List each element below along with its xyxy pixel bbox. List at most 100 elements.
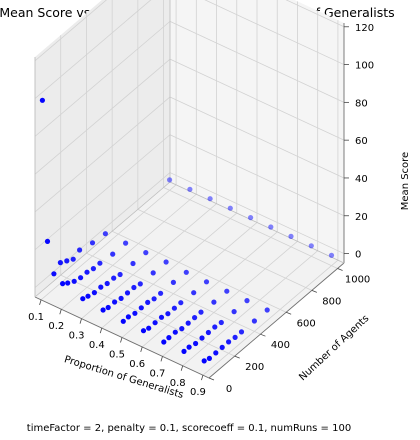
data-point [211, 299, 217, 305]
grid-line [34, 0, 152, 99]
data-point [138, 305, 144, 311]
grid-line [169, 21, 345, 103]
grid-line [182, 250, 318, 367]
z-tick-label: 120 [355, 23, 374, 34]
x-tick-label: 0.4 [89, 340, 105, 351]
data-point [161, 339, 167, 345]
grid-line [285, 0, 345, 28]
z-tick-label: 20 [355, 212, 368, 223]
data-point [244, 298, 250, 304]
data-point [231, 309, 237, 315]
data-point [65, 280, 71, 286]
y-tick-mark [234, 355, 240, 359]
data-point [100, 307, 106, 313]
grid-line [169, 96, 345, 179]
x-tick-label: 0.3 [69, 331, 85, 342]
data-point [201, 358, 207, 364]
data-point [111, 275, 117, 281]
data-point [238, 329, 245, 335]
data-point [77, 247, 83, 253]
grid-line [137, 209, 313, 291]
grid-line [40, 184, 177, 301]
data-point [166, 335, 172, 341]
z-tick-label: 60 [355, 136, 368, 147]
data-point [120, 318, 126, 324]
grid-line [61, 193, 197, 310]
y-tick-mark [208, 377, 215, 381]
data-point [226, 339, 232, 345]
x-axis-label: Proportion of Generalists [63, 354, 185, 401]
grid-line [60, 274, 235, 357]
data-point [193, 340, 199, 347]
data-point [171, 305, 177, 311]
y-tick-label: 600 [297, 318, 316, 329]
data-point [199, 335, 205, 341]
x-tick-label: 0.2 [48, 321, 64, 332]
x-tick-mark [79, 318, 82, 324]
data-point [183, 269, 189, 275]
x-tick-mark [140, 346, 143, 353]
left-wall-pane [35, 0, 170, 297]
data-point [85, 293, 91, 299]
data-point [90, 266, 96, 272]
data-point [84, 269, 90, 275]
axis-ticks: 0.10.20.30.40.50.60.70.80.9 0200400600800… [28, 23, 374, 398]
x-tick-mark [99, 327, 103, 334]
data-point [251, 318, 257, 324]
data-points [39, 97, 335, 364]
data-point [130, 260, 136, 267]
data-point [105, 304, 111, 311]
y-tick-label: 400 [271, 340, 290, 351]
data-point [172, 329, 178, 335]
grid-line [34, 0, 107, 62]
x-tick-mark [201, 375, 204, 381]
grid-line [204, 0, 345, 65]
grid-line [169, 134, 345, 217]
data-point [218, 319, 224, 326]
data-point [97, 260, 103, 266]
grid-line [121, 222, 258, 338]
data-point [178, 300, 184, 306]
data-point [104, 280, 110, 287]
grid-line [34, 58, 171, 175]
x-tick-label: 0.5 [109, 350, 125, 361]
data-point [187, 186, 193, 192]
data-point [151, 296, 157, 302]
data-point [39, 97, 46, 103]
grid-line [81, 203, 217, 319]
data-point [308, 243, 314, 249]
pane-edge [169, 181, 345, 264]
y-tick-label: 800 [322, 296, 341, 307]
data-point [158, 314, 165, 320]
data-point [110, 251, 116, 257]
x-tick-label: 0.8 [170, 378, 186, 389]
data-point [179, 326, 185, 332]
grid-line [101, 212, 238, 329]
y-tick-mark [260, 333, 266, 337]
data-point [181, 348, 187, 354]
grid-line [34, 134, 171, 251]
data-point [132, 310, 138, 316]
data-point [227, 205, 233, 211]
data-point [264, 307, 270, 313]
data-point [212, 324, 218, 330]
data-point [198, 309, 204, 315]
data-point [80, 296, 86, 302]
y-tick-label: 200 [245, 362, 264, 373]
grid-line [163, 187, 338, 269]
data-point [206, 355, 212, 361]
data-point [140, 328, 147, 334]
grid-line [169, 58, 345, 141]
data-point [248, 215, 254, 221]
grid-line [34, 21, 171, 137]
data-point [124, 290, 131, 296]
data-point [91, 290, 97, 296]
z-tick-label: 0 [355, 250, 361, 261]
data-point [125, 314, 131, 320]
grid-line [202, 259, 339, 376]
data-point [152, 320, 158, 326]
grid-line [34, 172, 171, 288]
data-point [158, 290, 164, 296]
data-point [98, 284, 104, 290]
